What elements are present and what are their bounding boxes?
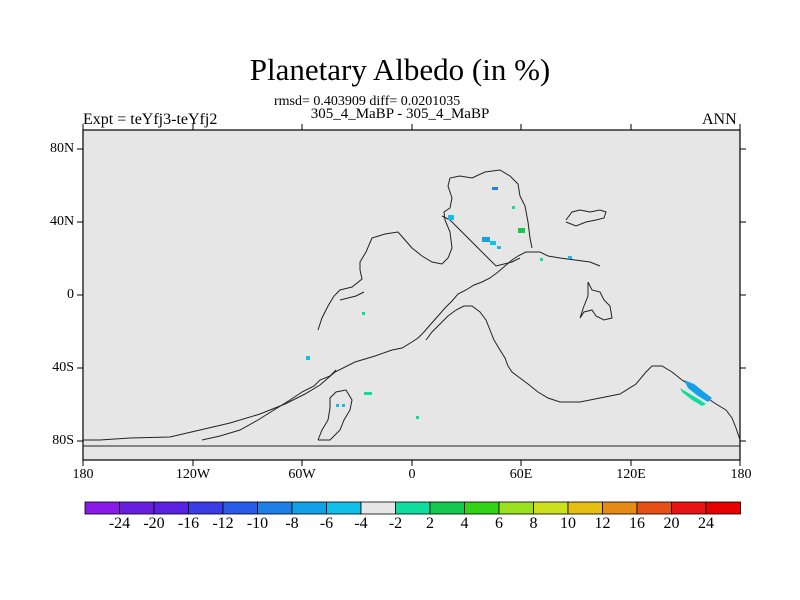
spot (540, 258, 543, 261)
colorbar-box (119, 501, 155, 515)
colorbar-label: -2 (388, 515, 403, 532)
y-tick-0: 0 (67, 287, 74, 302)
coastlines (83, 169, 741, 447)
colorbar-box (360, 501, 396, 515)
y-tick-40s: 40S (52, 360, 74, 375)
colorbar-box (188, 501, 224, 515)
plot-area (82, 129, 741, 461)
colorbar-label: 6 (495, 515, 503, 532)
colorbar-label: 4 (460, 515, 469, 532)
colorbar-box (395, 501, 431, 515)
colorbar-label: -4 (354, 515, 368, 532)
colorbar-label: 24 (698, 515, 714, 532)
anomaly-spots (306, 187, 712, 419)
coast-west-pangea (317, 169, 533, 331)
colorbar-box (567, 501, 603, 515)
spot (448, 215, 454, 220)
map-title: Planetary Albedo (in %) (249, 52, 551, 87)
coast-tethys-inner (441, 215, 521, 267)
spot (490, 241, 496, 245)
x-tick-180w: 180 (72, 467, 94, 482)
spot (364, 392, 372, 395)
colorbar-label: 20 (663, 515, 680, 532)
coast-east-small (579, 281, 613, 321)
colorbar-box (464, 501, 500, 515)
spot (518, 228, 525, 233)
y-tick-80s: 80S (52, 433, 74, 448)
colorbar-box (671, 501, 707, 515)
spot (306, 356, 310, 360)
experiment-label: Expt = teYfj3-teYfj2 (83, 111, 218, 128)
y-tick-80n: 80N (50, 141, 75, 156)
colorbar-label: 12 (594, 515, 611, 532)
x-tick-60e: 60E (509, 467, 533, 482)
colorbar-label: 8 (529, 515, 538, 532)
colorbar (84, 501, 741, 515)
spot (342, 404, 345, 407)
colorbar-box (429, 501, 465, 515)
colorbar-box (257, 501, 293, 515)
x-tick-60w: 60W (288, 467, 316, 482)
colorbar-box (291, 501, 327, 515)
colorbar-box (326, 501, 362, 515)
colorbar-label: 2 (426, 515, 434, 532)
colorbar-box (498, 501, 534, 515)
spot (492, 187, 498, 190)
spot-east-band-green (680, 388, 706, 406)
spot (568, 256, 572, 259)
colorbar-label: -20 (143, 515, 165, 532)
colorbar-label: -24 (108, 515, 131, 532)
coast-west-peninsula (339, 291, 365, 301)
axis-ticks (77, 124, 746, 466)
colorbar-label: 10 (560, 515, 576, 532)
colorbar-box (84, 501, 120, 515)
coast-north-island (565, 209, 607, 227)
colorbar-label: -10 (246, 515, 269, 532)
colorbar-box (602, 501, 638, 515)
x-tick-120e: 120E (616, 467, 646, 482)
spot (497, 246, 501, 249)
y-tick-40n: 40N (50, 214, 75, 229)
colorbar-box (222, 501, 258, 515)
colorbar-label: -12 (212, 515, 234, 532)
coast-arc-west (317, 389, 353, 441)
colorbar-box (153, 501, 189, 515)
stats-text: rmsd= 0.403909 diff= 0.0201035 (274, 94, 461, 109)
colorbar-box (705, 501, 741, 515)
x-tick-180e: 180 (730, 467, 752, 482)
map-subtitle: 305_4_MaBP - 305_4_MaBP (310, 106, 490, 122)
colorbar-label: -6 (319, 515, 334, 532)
spot (416, 416, 419, 419)
coast-south-pangea (83, 251, 601, 441)
x-tick-120w: 120W (175, 467, 211, 482)
coast-arc-south (201, 369, 337, 441)
colorbar-label: 16 (629, 515, 645, 532)
colorbar-label: -16 (177, 515, 200, 532)
spot (482, 237, 490, 242)
colorbar-box (636, 501, 672, 515)
spot (512, 206, 515, 209)
season-label: ANN (702, 111, 737, 128)
spot (336, 404, 339, 407)
colorbar-label: -8 (285, 515, 299, 532)
x-tick-0: 0 (408, 467, 416, 482)
spot (362, 312, 365, 315)
spot-east-band (684, 380, 712, 402)
colorbar-box (533, 501, 569, 515)
